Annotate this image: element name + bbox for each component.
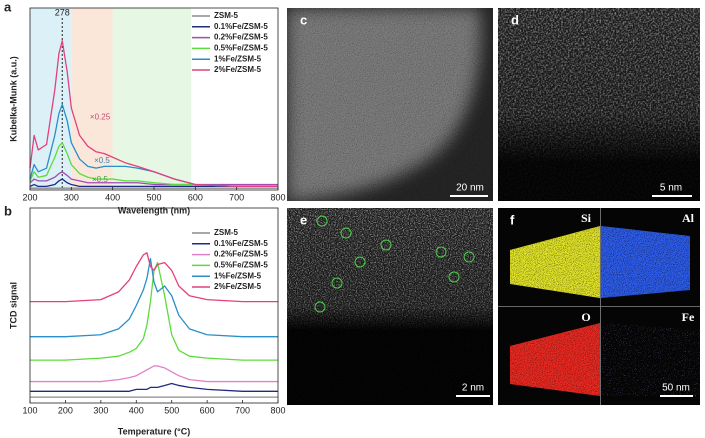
annotation: ×0.5 xyxy=(94,156,110,165)
marker xyxy=(448,271,460,283)
series-line xyxy=(30,252,278,303)
x-tick-label: 300 xyxy=(64,192,79,202)
x-tick-label: 400 xyxy=(105,192,120,202)
annotation: ×0.5 xyxy=(92,175,108,184)
x-tick-label: 600 xyxy=(200,405,215,415)
element-label: O xyxy=(581,310,590,324)
map-noise xyxy=(601,226,690,298)
legend-label: 2%Fe/ZSM-5 xyxy=(214,282,262,291)
series-line xyxy=(30,261,278,361)
marker xyxy=(340,227,352,239)
legend-label: 1%Fe/ZSM-5 xyxy=(214,271,262,280)
scale-bar-label: 20 nm xyxy=(456,183,484,194)
series-line xyxy=(30,258,278,338)
legend-label: ZSM-5 xyxy=(214,228,239,237)
legend-label: 2%Fe/ZSM-5 xyxy=(214,65,262,74)
x-tick-label: 600 xyxy=(188,192,203,202)
x-tick-label: 800 xyxy=(270,192,285,202)
reference-label: 278 xyxy=(55,7,70,17)
shaded-region xyxy=(71,8,113,190)
panel-letter: e xyxy=(300,212,307,227)
scale-bar-label: 50 nm xyxy=(662,383,690,394)
x-axis-label: Temperature (°C) xyxy=(118,426,190,436)
panel-f: f Si Al O Fe 50 nm xyxy=(498,208,700,405)
panel-letter: f xyxy=(510,212,515,227)
panel-letter: d xyxy=(511,12,519,27)
shade xyxy=(287,208,493,405)
shade xyxy=(498,8,700,201)
y-axis-label: TCD signal xyxy=(8,282,18,329)
series-line xyxy=(30,365,278,383)
x-axis-label: Wavelength (nm) xyxy=(118,205,190,215)
element-label: Si xyxy=(581,211,592,225)
legend-label: 0.1%Fe/ZSM-5 xyxy=(214,239,268,248)
plot-frame xyxy=(29,207,279,404)
series-line xyxy=(30,382,278,392)
marker xyxy=(380,239,392,251)
y-axis-label: Kubelka-Munk (a.u.) xyxy=(8,56,18,142)
atom-markers xyxy=(314,215,475,313)
x-tick-label: 100 xyxy=(22,405,37,415)
series-line xyxy=(29,40,278,188)
legend-label: 1%Fe/ZSM-5 xyxy=(214,54,262,63)
chart: 100 200 300 400 500 600 700 800 ZSM-5 0.1%Fe/ZSM-… xyxy=(4,203,286,436)
legend-label: 0.2%Fe/ZSM-5 xyxy=(214,33,268,42)
texture xyxy=(287,8,493,201)
legend-label: ZSM-5 xyxy=(214,11,239,20)
chart: 278 200 300 400 500 600 700 800 ZSM-5 0.1%Fe/ZSM-… xyxy=(4,0,286,215)
marker xyxy=(463,251,475,263)
panel-c: c 20 nm xyxy=(287,8,493,201)
series-line xyxy=(29,178,278,188)
x-tick-label: 300 xyxy=(93,405,108,415)
series-line xyxy=(29,142,278,188)
scale-bar-label: 2 nm xyxy=(462,383,484,394)
x-tick-label: 200 xyxy=(58,405,73,415)
marker xyxy=(435,246,447,258)
legend-label: 0.5%Fe/ZSM-5 xyxy=(214,261,268,270)
marker xyxy=(314,301,326,313)
al-map xyxy=(601,226,690,298)
legend-label: 0.5%Fe/ZSM-5 xyxy=(214,44,268,53)
x-tick-label: 700 xyxy=(229,192,244,202)
x-tick-label: 800 xyxy=(270,405,285,415)
marker xyxy=(316,215,328,227)
x-tick-label: 200 xyxy=(22,192,37,202)
chart-letter: a xyxy=(4,0,12,14)
marker xyxy=(354,256,366,268)
panel-d: d 5 nm xyxy=(498,8,700,201)
x-tick-label: 500 xyxy=(164,405,179,415)
element-label: Fe xyxy=(682,310,695,324)
panel-letter: c xyxy=(300,12,307,27)
map-noise xyxy=(601,323,700,396)
annotation: ×0.25 xyxy=(90,112,111,121)
x-tick-label: 400 xyxy=(129,405,144,415)
chart-letter: b xyxy=(4,203,12,218)
shaded-region xyxy=(30,8,72,190)
panel-e: e 2 nm xyxy=(287,208,493,405)
marker xyxy=(331,277,343,289)
element-label: Al xyxy=(682,211,695,225)
fe-map xyxy=(601,323,700,396)
x-tick-label: 700 xyxy=(235,405,250,415)
shaded-region xyxy=(112,8,192,190)
scale-bar-label: 5 nm xyxy=(660,183,682,194)
x-tick-label: 500 xyxy=(146,192,161,202)
legend-label: 0.1%Fe/ZSM-5 xyxy=(214,22,268,31)
legend-label: 0.2%Fe/ZSM-5 xyxy=(214,250,268,259)
